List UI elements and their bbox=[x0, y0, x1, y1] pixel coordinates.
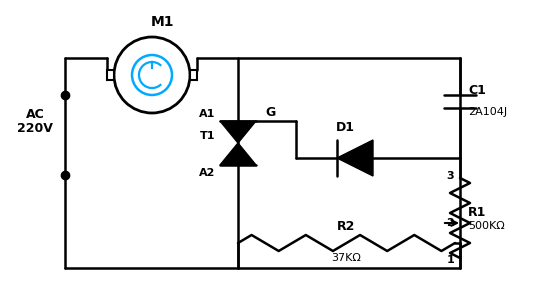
Text: R1: R1 bbox=[468, 206, 487, 220]
Text: 1: 1 bbox=[446, 255, 454, 265]
Text: 2A104J: 2A104J bbox=[468, 107, 507, 117]
Text: 37KΩ: 37KΩ bbox=[332, 253, 361, 263]
Polygon shape bbox=[220, 121, 256, 143]
Text: A2: A2 bbox=[199, 168, 215, 178]
Text: 500KΩ: 500KΩ bbox=[468, 221, 505, 231]
Text: AC: AC bbox=[25, 109, 44, 122]
Text: T1: T1 bbox=[199, 131, 215, 141]
Text: R2: R2 bbox=[338, 220, 356, 233]
Text: C1: C1 bbox=[468, 85, 486, 98]
Text: M1: M1 bbox=[150, 15, 174, 29]
Bar bbox=[107, 70, 114, 80]
Polygon shape bbox=[337, 140, 373, 176]
Polygon shape bbox=[220, 143, 256, 165]
Text: D1: D1 bbox=[335, 121, 354, 134]
Text: G: G bbox=[266, 106, 276, 119]
Text: 3: 3 bbox=[447, 171, 454, 181]
Text: 2: 2 bbox=[446, 218, 454, 228]
Text: 220V: 220V bbox=[17, 122, 53, 136]
Bar bbox=[190, 70, 197, 80]
Text: A1: A1 bbox=[199, 109, 215, 119]
